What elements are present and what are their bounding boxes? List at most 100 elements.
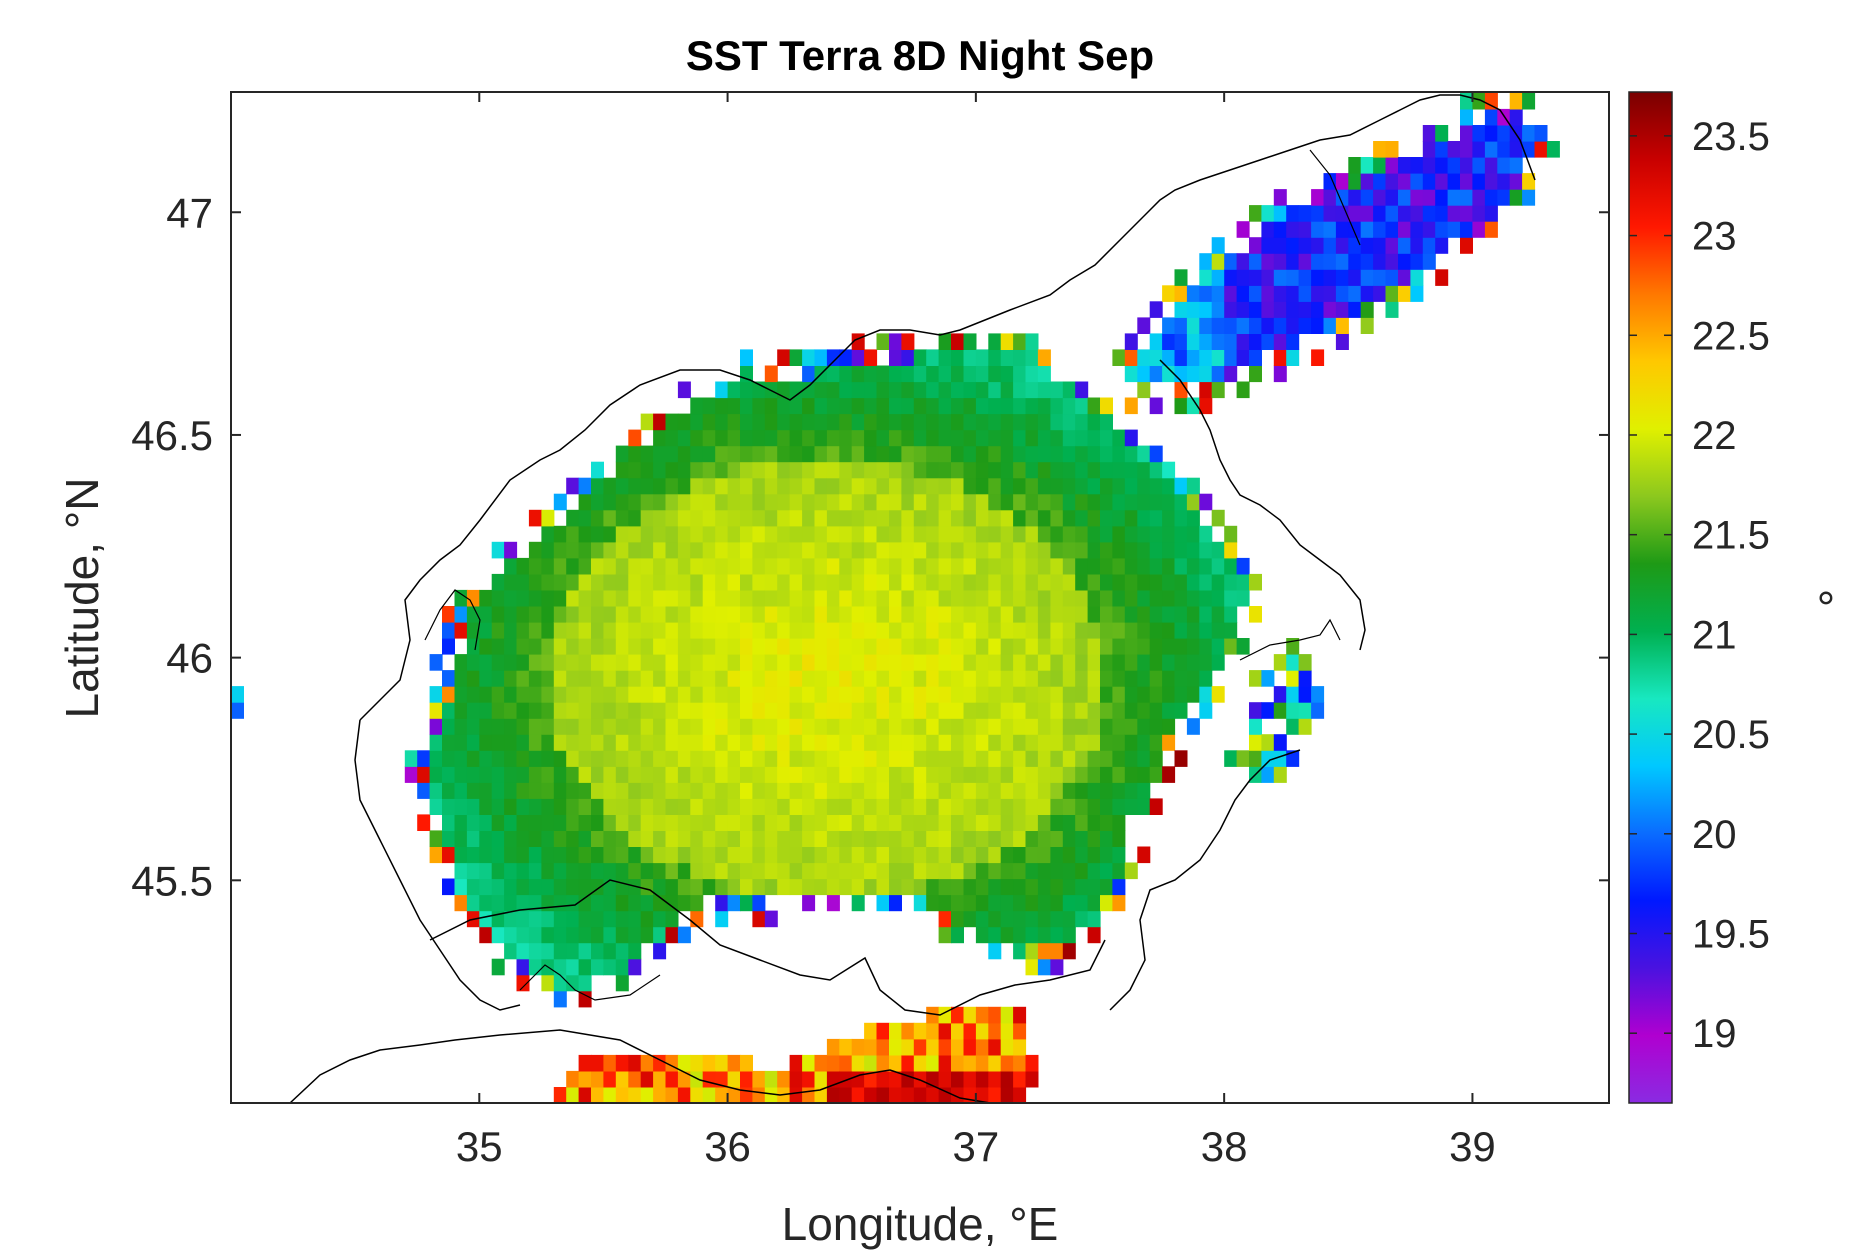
sst-cell xyxy=(454,798,468,815)
sst-cell xyxy=(715,814,729,831)
sst-cell xyxy=(864,718,878,735)
sst-cell xyxy=(1087,509,1101,527)
sst-cell xyxy=(553,670,567,687)
sst-cell xyxy=(839,557,853,575)
sst-cell xyxy=(1062,622,1076,639)
sst-cell xyxy=(1398,205,1411,222)
sst-cell xyxy=(913,862,927,880)
sst-cell xyxy=(1013,413,1027,431)
sst-cell xyxy=(938,606,952,623)
sst-cell xyxy=(1149,365,1163,383)
sst-cell xyxy=(963,702,977,719)
sst-cell xyxy=(913,573,927,591)
sst-cell xyxy=(1435,157,1449,174)
sst-cell xyxy=(702,782,716,799)
sst-cell xyxy=(740,830,753,847)
sst-cell xyxy=(1373,173,1387,190)
sst-cell xyxy=(702,830,716,847)
sst-cell xyxy=(677,525,691,543)
sst-cell xyxy=(1186,638,1200,655)
sst-cell xyxy=(1162,525,1176,543)
sst-cell xyxy=(1497,141,1511,158)
sst-cell xyxy=(1472,221,1486,238)
sst-cell xyxy=(938,589,952,607)
sst-cell xyxy=(864,541,878,559)
sst-cell xyxy=(926,477,940,495)
y-tick-label: 46 xyxy=(166,635,213,682)
sst-cell xyxy=(752,413,766,431)
sst-cell xyxy=(802,798,816,815)
sst-cell xyxy=(702,573,716,591)
sst-cell xyxy=(889,477,902,495)
sst-cell xyxy=(826,830,840,847)
sst-cell xyxy=(1422,125,1436,142)
sst-cell xyxy=(1000,333,1014,350)
sst-cell xyxy=(454,878,468,896)
sst-cell xyxy=(603,654,617,671)
sst-cell xyxy=(975,894,989,912)
sst-cell xyxy=(1087,686,1101,703)
sst-cell xyxy=(1100,670,1113,687)
sst-cell xyxy=(1174,397,1188,415)
sst-cell xyxy=(938,686,952,703)
sst-cell xyxy=(1224,573,1238,591)
sst-cell xyxy=(702,622,716,639)
sst-cell xyxy=(491,702,505,719)
sst-cell xyxy=(1249,285,1262,302)
sst-cell xyxy=(975,1054,989,1072)
sst-cell xyxy=(777,349,791,366)
sst-cell xyxy=(417,750,431,767)
sst-cell xyxy=(1435,189,1449,206)
sst-cell xyxy=(1286,654,1300,671)
sst-cell xyxy=(826,461,840,479)
sst-cell xyxy=(876,365,890,383)
sst-cell xyxy=(740,638,753,655)
sst-cell xyxy=(566,734,580,751)
sst-cell xyxy=(1013,1022,1027,1040)
sst-cell xyxy=(826,1054,840,1072)
sst-cell xyxy=(1025,622,1039,639)
sst-cell xyxy=(591,910,604,928)
sst-cell xyxy=(715,493,729,511)
sst-cell xyxy=(1273,766,1287,783)
sst-cell xyxy=(826,814,840,831)
sst-cell xyxy=(1149,445,1163,463)
coastline-east-south xyxy=(1109,749,1301,1011)
sst-cell xyxy=(1298,670,1312,687)
sst-cell xyxy=(516,814,530,831)
sst-cell xyxy=(665,670,679,687)
sst-cell xyxy=(677,734,691,751)
sst-cell xyxy=(764,397,778,415)
sst-cell xyxy=(1398,237,1411,254)
x-tick-label: 35 xyxy=(456,1123,503,1170)
sst-cell xyxy=(429,702,443,719)
sst-cell xyxy=(640,782,654,799)
sst-cell xyxy=(951,397,964,415)
sst-cell xyxy=(615,750,629,767)
sst-cell xyxy=(690,798,704,815)
sst-cell xyxy=(566,606,580,623)
sst-cell xyxy=(491,878,505,896)
sst-cell xyxy=(963,654,977,671)
sst-cell xyxy=(1509,173,1523,190)
sst-cell xyxy=(864,1054,878,1072)
sst-cell xyxy=(1497,173,1511,190)
sst-cell xyxy=(963,397,977,415)
sst-cell xyxy=(640,862,654,880)
sst-cell xyxy=(1013,702,1027,719)
sst-cell xyxy=(938,654,952,671)
sst-cell xyxy=(615,974,629,992)
sst-cell xyxy=(889,702,902,719)
sst-cell xyxy=(889,493,902,511)
sst-cell xyxy=(789,573,803,591)
sst-cell xyxy=(864,413,878,431)
sst-cell xyxy=(938,333,952,350)
sst-cell xyxy=(789,862,803,880)
sst-cell xyxy=(1335,205,1349,222)
sst-cell xyxy=(789,445,803,463)
sst-cell xyxy=(1224,269,1238,286)
sst-cell xyxy=(1199,397,1213,415)
sst-cell xyxy=(1484,141,1498,158)
sst-cell xyxy=(814,814,828,831)
sst-cell xyxy=(1224,606,1238,623)
